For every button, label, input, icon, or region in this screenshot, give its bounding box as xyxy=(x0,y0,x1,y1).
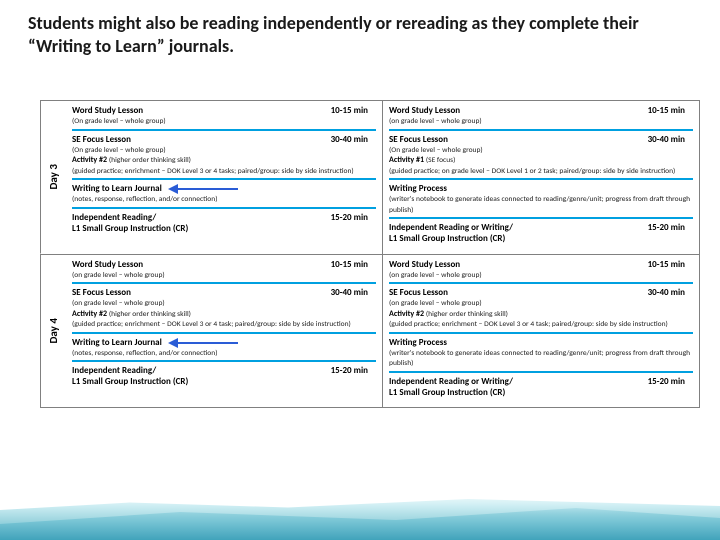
focus-title: SE Focus Lesson xyxy=(72,287,131,298)
focus-title: SE Focus Lesson xyxy=(389,287,448,298)
independent-sub: L1 Small Group Instruction (CR) xyxy=(389,387,505,398)
process-sub: (writer's notebook to generate ideas con… xyxy=(389,195,690,214)
cell-right: Word Study Lesson 10-15 min (on grade le… xyxy=(383,101,700,254)
activity-note: (higher order thinking skill) xyxy=(426,310,508,319)
focus-sub: (On grade level – whole group) xyxy=(72,146,166,155)
focus-sub: (On grade level – whole group) xyxy=(389,146,483,155)
word-study-title: Word Study Lesson xyxy=(72,105,143,116)
time-label: 30-40 min xyxy=(331,134,368,145)
cell-left: Word Study Lesson 10-15 min (On grade le… xyxy=(66,101,383,254)
time-label: 15-20 min xyxy=(331,212,368,223)
focus-title: SE Focus Lesson xyxy=(72,134,131,145)
cell-right: Word Study Lesson 10-15 min (on grade le… xyxy=(383,255,700,408)
journal-sub: (notes, response, reflection, and/or con… xyxy=(72,349,217,358)
time-label: 15-20 min xyxy=(648,222,685,233)
time-label: 30-40 min xyxy=(648,134,685,145)
journal-title: Writing to Learn Journal xyxy=(72,183,162,194)
activity-num: Activity #2 xyxy=(389,309,424,319)
word-study-sub: (on grade level – whole group) xyxy=(389,271,482,280)
activity-note: (higher order thinking skill) xyxy=(109,156,191,165)
day-row: Day 4 Word Study Lesson 10-15 min (on gr… xyxy=(40,254,700,409)
day-label: Day 4 xyxy=(40,255,66,408)
arrow-icon xyxy=(168,185,238,193)
word-study-title: Word Study Lesson xyxy=(72,259,143,270)
activity-note: (higher order thinking skill) xyxy=(109,310,191,319)
process-title: Writing Process xyxy=(389,183,447,194)
focus-detail: (guided practice; on grade level – DOK L… xyxy=(389,167,675,176)
process-title: Writing Process xyxy=(389,337,447,348)
independent-sub: L1 Small Group Instruction (CR) xyxy=(389,233,505,244)
word-study-title: Word Study Lesson xyxy=(389,259,460,270)
day-row: Day 3 Word Study Lesson 10-15 min (On gr… xyxy=(40,100,700,254)
time-label: 10-15 min xyxy=(648,105,685,116)
slide-header: Students might also be reading independe… xyxy=(0,0,720,65)
independent-title: Independent Reading or Writing/ xyxy=(389,376,513,387)
time-label: 15-20 min xyxy=(648,376,685,387)
focus-detail: (guided practice; enrichment – DOK Level… xyxy=(389,320,668,329)
word-study-sub: (on grade level – whole group) xyxy=(72,271,165,280)
cell-left: Word Study Lesson 10-15 min (on grade le… xyxy=(66,255,383,408)
time-label: 10-15 min xyxy=(648,259,685,270)
independent-sub: L1 Small Group Instruction (CR) xyxy=(72,223,188,234)
independent-title: Independent Reading/ xyxy=(72,365,156,376)
word-study-sub: (On grade level – whole group) xyxy=(72,117,166,126)
time-label: 30-40 min xyxy=(331,287,368,298)
activity-note: (SE focus) xyxy=(426,156,455,165)
time-label: 10-15 min xyxy=(331,259,368,270)
independent-title: Independent Reading or Writing/ xyxy=(389,222,513,233)
activity-num: Activity #2 xyxy=(72,155,107,165)
focus-title: SE Focus Lesson xyxy=(389,134,448,145)
independent-sub: L1 Small Group Instruction (CR) xyxy=(72,376,188,387)
process-sub: (writer's notebook to generate ideas con… xyxy=(389,349,690,368)
word-study-sub: (on grade level – whole group) xyxy=(389,117,482,126)
schedule-grid: Day 3 Word Study Lesson 10-15 min (On gr… xyxy=(40,100,700,408)
focus-detail: (guided practice; enrichment – DOK Level… xyxy=(72,167,354,176)
activity-num: Activity #1 xyxy=(389,155,424,165)
focus-detail: (guided practice; enrichment – DOK Level… xyxy=(72,320,351,329)
time-label: 30-40 min xyxy=(648,287,685,298)
journal-sub: (notes, response, reflection, and/or con… xyxy=(72,195,217,204)
word-study-title: Word Study Lesson xyxy=(389,105,460,116)
independent-title: Independent Reading/ xyxy=(72,212,156,223)
focus-sub: (on grade level – whole group) xyxy=(72,299,165,308)
time-label: 15-20 min xyxy=(331,365,368,376)
arrow-icon xyxy=(168,339,238,347)
activity-num: Activity #2 xyxy=(72,309,107,319)
day-label: Day 3 xyxy=(40,101,66,254)
time-label: 10-15 min xyxy=(331,105,368,116)
focus-sub: (on grade level – whole group) xyxy=(389,299,482,308)
journal-title: Writing to Learn Journal xyxy=(72,337,162,348)
